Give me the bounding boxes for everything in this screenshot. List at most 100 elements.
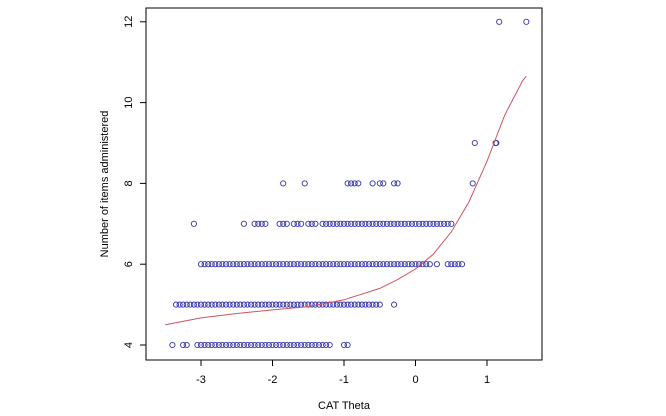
- data-point: [172, 301, 180, 308]
- data-point: [208, 261, 215, 268]
- data-point: [237, 301, 244, 308]
- data-point: [237, 261, 244, 268]
- data-point: [340, 220, 348, 227]
- data-point: [355, 220, 362, 227]
- data-point: [419, 220, 426, 227]
- data-point: [344, 261, 351, 268]
- data-point: [376, 261, 383, 268]
- data-point: [251, 341, 258, 349]
- data-point: [305, 261, 312, 268]
- data-point: [340, 341, 348, 349]
- data-point: [230, 301, 237, 308]
- data-point: [419, 261, 426, 268]
- data-point: [351, 261, 358, 268]
- data-point: [305, 341, 312, 349]
- data-point: [276, 220, 283, 227]
- data-point: [262, 341, 269, 349]
- data-point: [251, 261, 258, 268]
- data-point: [405, 261, 412, 268]
- data-point: [294, 261, 301, 268]
- data-point: [233, 341, 240, 349]
- data-point: [408, 261, 415, 268]
- data-point: [283, 261, 290, 268]
- data-point: [308, 261, 315, 268]
- data-point: [305, 301, 312, 308]
- data-point: [244, 341, 251, 349]
- data-point: [240, 341, 247, 349]
- data-point: [244, 261, 251, 268]
- data-point: [344, 220, 351, 227]
- data-point: [401, 220, 408, 227]
- data-point: [197, 261, 205, 268]
- data-point: [269, 301, 276, 308]
- data-point: [212, 301, 219, 308]
- data-point: [298, 220, 305, 227]
- data-point: [376, 180, 383, 187]
- data-point: [215, 301, 222, 308]
- data-point: [190, 220, 197, 227]
- data-point: [240, 220, 247, 227]
- data-point: [205, 341, 212, 349]
- y-tick-label: 12: [123, 16, 135, 28]
- data-point: [448, 220, 455, 227]
- y-axis: 4 6 8 10 12: [123, 16, 146, 348]
- data-point: [180, 301, 187, 308]
- data-point: [205, 261, 212, 268]
- data-point: [201, 261, 208, 268]
- data-point: [308, 220, 315, 227]
- data-point: [298, 261, 305, 268]
- data-point: [222, 301, 230, 308]
- data-point: [351, 180, 358, 187]
- data-point: [237, 341, 244, 349]
- data-point: [426, 220, 433, 227]
- data-point: [169, 341, 176, 349]
- data-point: [190, 301, 197, 308]
- data-point: [333, 220, 340, 227]
- data-point: [358, 301, 365, 308]
- data-point: [226, 261, 233, 268]
- data-point: [383, 261, 390, 268]
- data-point: [380, 180, 387, 187]
- data-point: [212, 261, 219, 268]
- data-point: [344, 341, 351, 349]
- data-point: [255, 261, 262, 268]
- data-point: [280, 220, 287, 227]
- data-point: [351, 301, 358, 308]
- data-point: [294, 341, 301, 349]
- data-point: [444, 261, 451, 268]
- data-point: [205, 301, 212, 308]
- data-point: [276, 301, 283, 308]
- data-point: [230, 261, 237, 268]
- y-tick-label: 6: [123, 261, 135, 267]
- scatter-points: [169, 18, 530, 349]
- data-point: [312, 220, 319, 227]
- data-point: [290, 301, 297, 308]
- data-point: [301, 180, 308, 187]
- data-point: [408, 220, 415, 227]
- data-point: [280, 341, 287, 349]
- data-point: [201, 301, 208, 308]
- data-point: [262, 261, 269, 268]
- data-point: [412, 261, 419, 268]
- data-point: [365, 220, 373, 227]
- x-tick-label: 0: [412, 374, 418, 386]
- data-point: [330, 261, 337, 268]
- data-point: [437, 220, 444, 227]
- data-point: [312, 341, 319, 349]
- data-point: [230, 341, 237, 349]
- data-point: [394, 180, 401, 187]
- data-point: [326, 341, 333, 349]
- data-point: [283, 341, 290, 349]
- data-point: [308, 301, 315, 308]
- data-point: [380, 220, 387, 227]
- data-point: [319, 220, 326, 227]
- data-point: [283, 301, 290, 308]
- data-point: [380, 261, 387, 268]
- data-point: [387, 261, 394, 268]
- data-point: [444, 220, 451, 227]
- data-point: [458, 261, 466, 268]
- data-point: [376, 220, 383, 227]
- data-point: [301, 341, 308, 349]
- data-point: [219, 301, 226, 308]
- data-point: [258, 261, 265, 268]
